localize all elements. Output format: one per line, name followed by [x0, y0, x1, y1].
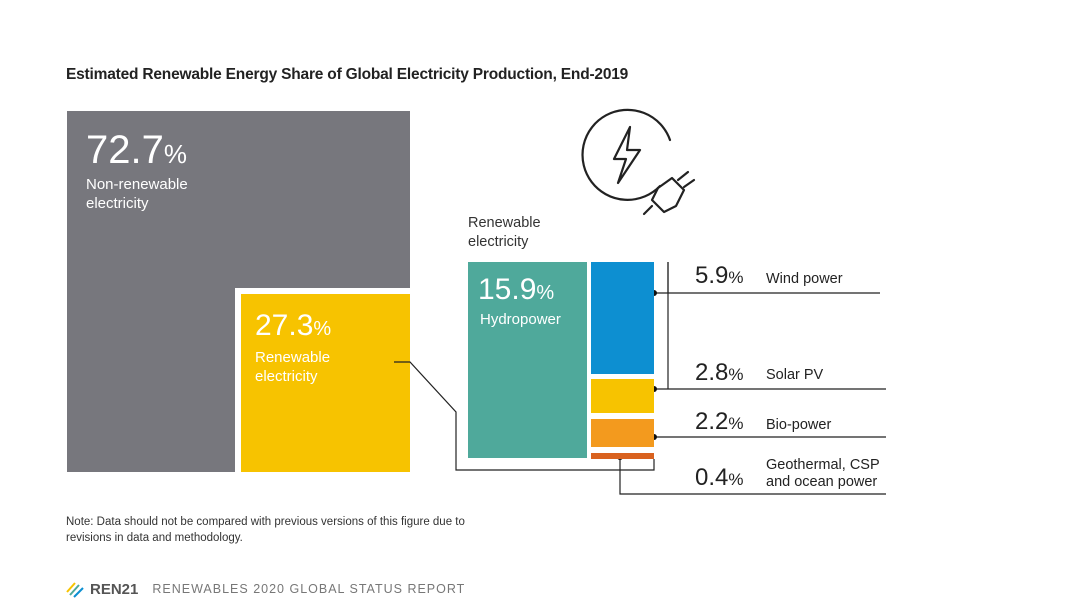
renewable-label: Renewable electricity: [255, 349, 331, 385]
renewable-breakdown-heading: Renewable electricity: [468, 215, 541, 250]
wind-power-label: Wind power: [766, 271, 843, 287]
electricity-plug-icon: [581, 108, 696, 216]
figure-note: Note: Data should not be compared with p…: [66, 516, 465, 544]
geothermal-label: Geothermal, CSP and ocean power: [766, 457, 880, 490]
bio-power-percent: 2.2%: [695, 408, 744, 435]
footer: REN21 RENEWABLES 2020 GLOBAL STATUS REPO…: [66, 580, 465, 598]
non-renewable-label: Non-renewable electricity: [86, 176, 188, 212]
bio-leader: [651, 434, 886, 440]
geothermal-block: [591, 453, 654, 459]
non-renewable-percent: 72.7%: [86, 128, 187, 172]
solar-pv-percent: 2.8%: [695, 359, 744, 386]
geothermal-percent: 0.4%: [695, 464, 744, 491]
report-title: RENEWABLES 2020 GLOBAL STATUS REPORT: [152, 582, 466, 596]
hydropower-percent: 15.9%: [478, 273, 555, 306]
renewable-percent: 27.3%: [255, 309, 332, 342]
ren21-logo-icon: [66, 582, 84, 598]
bio-power-label: Bio-power: [766, 417, 832, 433]
renewable-connector: [394, 361, 655, 471]
hydropower-label: Hydropower: [480, 311, 561, 328]
renewable-block: [241, 294, 410, 472]
wind-power-percent: 5.9%: [695, 262, 744, 289]
hydropower-block: [468, 262, 587, 458]
bio-power-block: [591, 419, 654, 447]
wind-power-block: [591, 262, 654, 374]
ren21-brand: REN21: [90, 580, 139, 598]
solar-pv-label: Solar PV: [766, 367, 824, 383]
chart-title: Estimated Renewable Energy Share of Glob…: [66, 66, 629, 83]
solar-pv-block: [591, 379, 654, 413]
